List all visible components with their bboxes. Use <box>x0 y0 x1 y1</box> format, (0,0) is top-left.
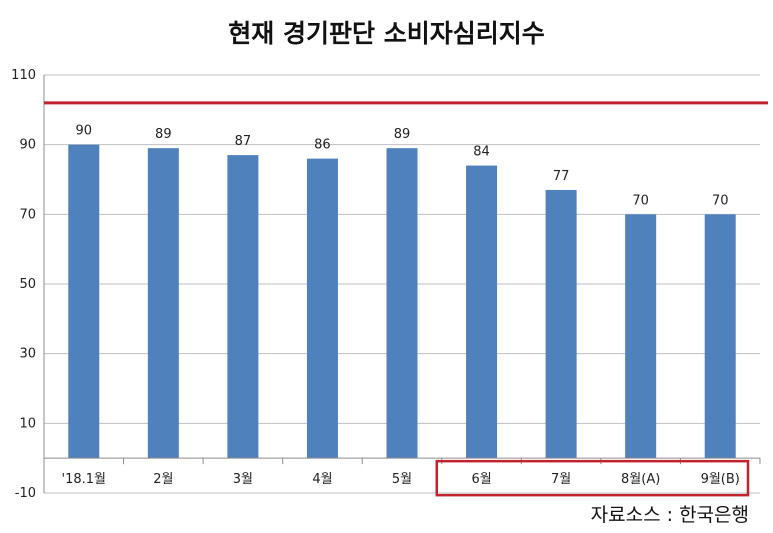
highlight-box <box>435 459 750 497</box>
data-label: 90 <box>76 124 93 139</box>
bar <box>466 165 498 459</box>
bar <box>68 144 100 459</box>
data-label: 87 <box>235 134 252 149</box>
data-label: 89 <box>394 127 411 142</box>
bars: 90 89 87 86 89 84 77 70 70 <box>68 124 736 459</box>
bar <box>386 148 418 459</box>
data-label: 70 <box>712 193 729 208</box>
bar <box>625 214 657 459</box>
y-tick-label: 110 <box>11 68 36 83</box>
data-label: 89 <box>155 127 172 142</box>
data-label: 70 <box>632 193 649 208</box>
y-tick-label: 90 <box>19 138 36 153</box>
y-tick-label: -10 <box>15 486 36 501</box>
x-tick-label: 8월(A) <box>621 472 660 487</box>
highlight-rect <box>435 459 750 497</box>
bar <box>227 155 259 459</box>
x-tick-label: 4월 <box>312 472 332 487</box>
bar <box>545 189 577 459</box>
x-tick-label: 2월 <box>153 472 173 487</box>
y-tick-label: 50 <box>19 277 36 292</box>
data-label: 84 <box>473 145 490 160</box>
bar <box>704 214 736 459</box>
x-tick-label: '18.1월 <box>62 472 106 487</box>
data-label: 86 <box>314 138 331 153</box>
source-note: 자료소스 : 한국은행 <box>590 504 749 526</box>
y-tick-label: 30 <box>19 347 36 362</box>
x-tick-label: 7월 <box>551 472 571 487</box>
data-label: 77 <box>553 169 570 184</box>
y-axis: -10 10 30 50 70 90 110 <box>11 68 45 501</box>
x-axis: '18.1월 2월 3월 4월 5월 6월 7월 8월(A) 9월(B) <box>43 457 761 487</box>
bar <box>147 148 179 459</box>
chart-title: 현재 경기판단 소비자심리지수 <box>228 19 545 48</box>
x-tick-label: 3월 <box>233 472 253 487</box>
x-tick-label: 5월 <box>392 472 412 487</box>
x-tick-label: 6월 <box>471 472 491 487</box>
y-tick-label: 70 <box>19 207 36 222</box>
y-tick-label: 10 <box>19 416 36 431</box>
x-tick-label: 9월(B) <box>701 472 740 487</box>
bar <box>306 158 338 459</box>
